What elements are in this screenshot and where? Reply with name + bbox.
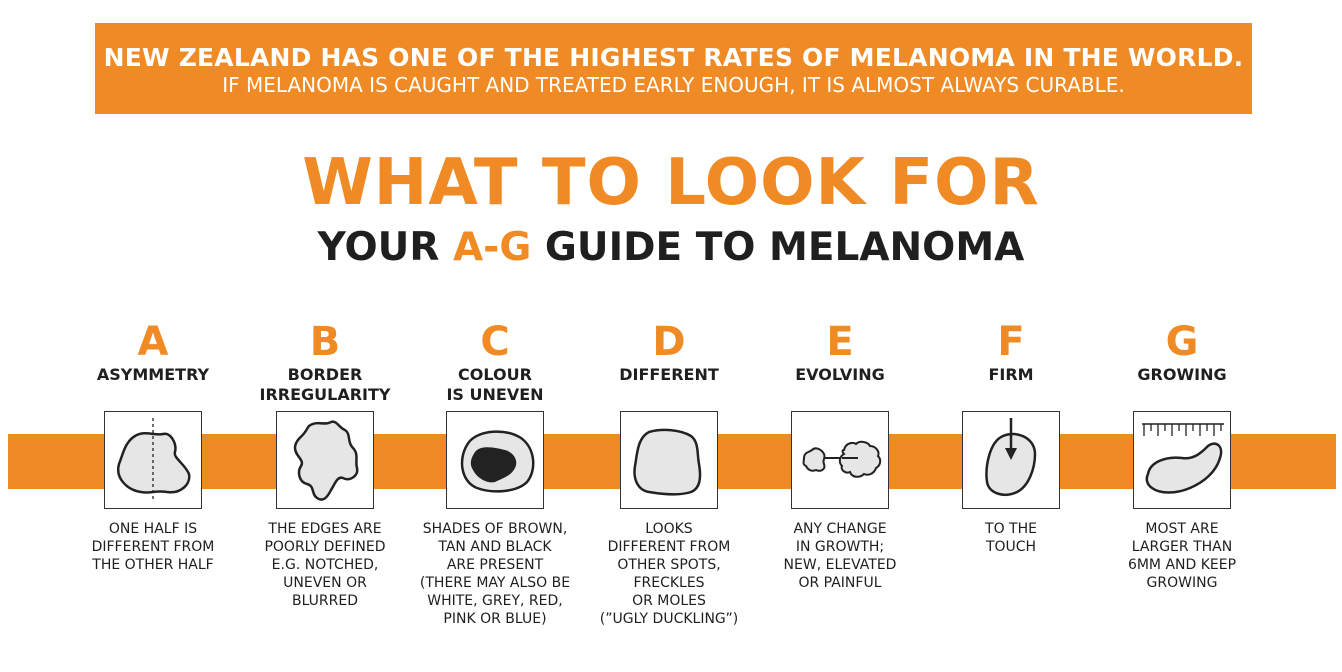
guide-heading-line: BORDER [287,365,363,384]
guide-letter: B [309,319,341,365]
guide-description-line: DIFFERENT FROM [91,539,215,555]
guide-description-line: ANY CHANGE [793,521,887,537]
guide-description: ANY CHANGE IN GROWTH; NEW, ELEVATED OR PAIN… [747,520,933,592]
guide-description-line: (”UGLY DUCKLING”) [599,611,739,627]
different-mole-icon [620,411,718,509]
guide-heading-line: ASYMMETRY [96,365,210,384]
guide-description-line: POORLY DEFINED [264,539,386,555]
guide-heading: ASYMMETRY [58,365,248,385]
guide-letter: C [480,319,510,365]
guide-description-line: OTHER SPOTS, [617,557,721,573]
guide-heading: EVOLVING [745,365,935,385]
guide-description: THE EDGES ARE POORLY DEFINED E.G. NOTCHED,… [232,520,418,610]
guide-heading-line: FIRM [988,365,1034,384]
subtitle-accent: A-G [452,225,532,270]
guide-description-line: PINK OR BLUE) [443,611,547,627]
guide-description-line: ONE HALF IS [108,521,198,537]
guide-description-line: 6MM AND KEEP [1127,557,1237,573]
guide-heading-line: IS UNEVEN [446,385,544,404]
subtitle-suffix: GUIDE TO MELANOMA [531,225,1025,270]
guide-heading: DIFFERENT [574,365,764,385]
guide-description-line: SHADES OF BROWN, [422,521,568,537]
guide-description: LOOKS DIFFERENT FROM OTHER SPOTS, FRECKLES O… [576,520,762,628]
guide-letter: E [826,319,854,365]
guide-heading: BORDER IRREGULARITY [230,365,420,405]
uneven-colour-mole-icon [446,411,544,509]
guide-description: SHADES OF BROWN, TAN AND BLACK ARE PRESENT… [402,520,588,628]
guide-description-line: NEW, ELEVATED [783,557,897,573]
page-title: WHAT TO LOOK FOR [302,146,1040,220]
guide-description-line: TO THE [985,521,1037,537]
guide-description-line: BLURRED [291,593,359,609]
guide-heading: GROWING [1087,365,1277,385]
guide-heading: FIRM [916,365,1106,385]
info-banner: NEW ZEALAND HAS ONE OF THE HIGHEST RATES… [95,23,1252,114]
guide-description-line: ARE PRESENT [446,557,544,573]
guide-description-line: TAN AND BLACK [438,539,552,555]
guide-description-line: GROWING [1146,575,1218,591]
guide-heading: COLOUR IS UNEVEN [400,365,590,405]
banner-subline: IF MELANOMA IS CAUGHT AND TREATED EARLY … [222,73,1125,97]
guide-description-line: LARGER THAN [1131,539,1233,555]
evolving-mole-icon [791,411,889,509]
guide-description: MOST ARE LARGER THAN 6MM AND KEEP GROWING [1089,520,1275,592]
guide-letter: G [1165,319,1199,365]
guide-description-line: OR PAINFUL [798,575,882,591]
guide-description-line: (THERE MAY ALSO BE [419,575,571,591]
guide-heading-line: DIFFERENT [619,365,719,384]
guide-letter: F [997,319,1025,365]
guide-description-line: MOST ARE [1145,521,1219,537]
guide-description-line: UNEVEN OR [283,575,367,591]
guide-heading-line: IRREGULARITY [259,385,391,404]
guide-description-line: TOUCH [985,539,1037,555]
guide-description-line: THE EDGES ARE [268,521,382,537]
guide-heading-line: EVOLVING [795,365,885,384]
guide-description: ONE HALF IS DIFFERENT FROM THE OTHER HALF [60,520,246,574]
guide-letter: D [652,319,686,365]
guide-heading-line: COLOUR [458,365,532,384]
guide-description-line: THE OTHER HALF [92,557,214,573]
guide-heading-line: GROWING [1137,365,1227,384]
growing-mole-ruler-icon [1133,411,1231,509]
guide-description-line: DIFFERENT FROM [607,539,731,555]
guide-description-line: E.G. NOTCHED, [271,557,379,573]
guide-description-line: LOOKS [645,521,693,537]
guide-description: TO THE TOUCH [918,520,1104,556]
guide-letter: A [137,319,169,365]
guide-description-line: FRECKLES [633,575,705,591]
banner-headline: NEW ZEALAND HAS ONE OF THE HIGHEST RATES… [103,43,1244,72]
irregular-border-mole-icon [276,411,374,509]
guide-description-line: WHITE, GREY, RED, [427,593,563,609]
asymmetric-mole-icon [104,411,202,509]
guide-description-line: IN GROWTH; [795,539,885,555]
guide-description-line: OR MOLES [632,593,706,609]
page-subtitle: YOUR A-G GUIDE TO MELANOMA [0,225,1342,270]
subtitle-prefix: YOUR [317,225,453,270]
firm-mole-press-icon [962,411,1060,509]
